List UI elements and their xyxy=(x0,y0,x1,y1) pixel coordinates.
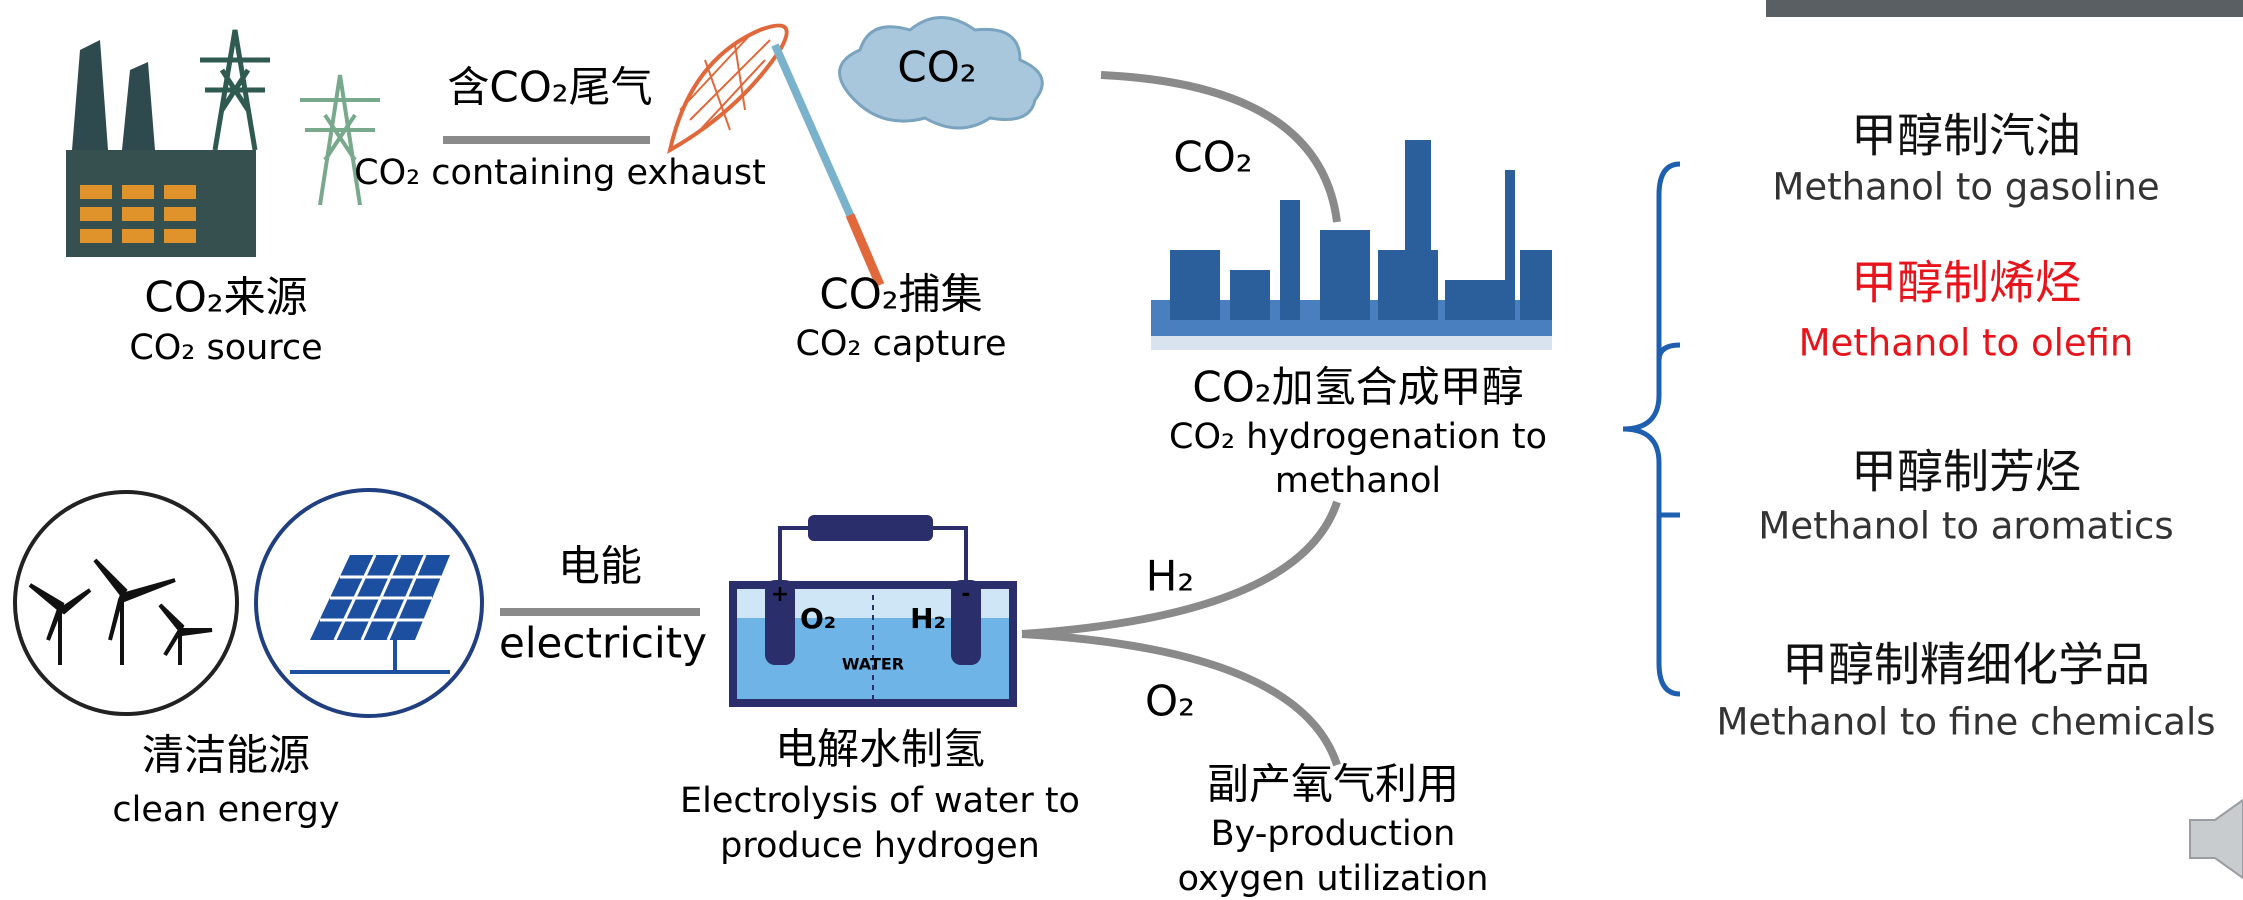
product-en: Methanol to fine chemicals xyxy=(1716,701,2215,744)
clean-energy-en: clean energy xyxy=(112,790,339,830)
exhaust-en: CO₂ containing exhaust xyxy=(354,153,766,193)
source-zh: CO₂来源 xyxy=(144,273,307,322)
clean-energy-zh: 清洁能源 xyxy=(142,731,310,780)
cloud-label: CO₂ xyxy=(897,43,976,92)
brace xyxy=(1623,164,1680,694)
solar-icon xyxy=(256,490,482,716)
diagram: CO₂来源 CO₂ source 含CO₂尾气 CO₂ containing e… xyxy=(0,0,2243,900)
h2-flow-label: H₂ xyxy=(1146,552,1194,601)
o2-flow-label: O₂ xyxy=(1145,677,1195,726)
product-zh: 甲醇制芳烃 xyxy=(1851,445,2081,499)
wind-icon xyxy=(15,492,237,714)
synthesis-zh: CO₂加氢合成甲醇 xyxy=(1192,363,1523,412)
electrolysis-en-2: produce hydrogen xyxy=(720,826,1040,866)
cell-h2: H₂ xyxy=(910,602,946,635)
electrolysis-icon: + - O₂ H₂ WATER xyxy=(733,515,1013,703)
electrolysis-zh: 电解水制氢 xyxy=(775,725,985,774)
electricity-en: electricity xyxy=(499,619,707,668)
factory-icon xyxy=(66,30,380,257)
product-en: Methanol to aromatics xyxy=(1758,505,2173,548)
source-en: CO₂ source xyxy=(129,328,322,368)
product-zh: 甲醇制精细化学品 xyxy=(1782,638,2150,692)
oxygen-en-2: oxygen utilization xyxy=(1178,859,1489,899)
speaker-icon xyxy=(2190,800,2243,878)
exhaust-zh: 含CO₂尾气 xyxy=(447,63,652,112)
cell-plus: + xyxy=(771,582,789,607)
product-en: Methanol to gasoline xyxy=(1772,166,2159,209)
electricity-zh: 电能 xyxy=(558,542,642,591)
cell-water: WATER xyxy=(842,655,904,674)
oxygen-zh: 副产氧气利用 xyxy=(1207,760,1459,809)
page: CO₂来源 CO₂ source 含CO₂尾气 CO₂ containing e… xyxy=(0,0,2243,900)
capture-zh: CO₂捕集 xyxy=(819,270,982,319)
synthesis-en-1: CO₂ hydrogenation to xyxy=(1169,417,1547,457)
cell-o2: O₂ xyxy=(800,602,836,635)
electrolysis-en-1: Electrolysis of water to xyxy=(680,781,1080,821)
product-zh: 甲醇制汽油 xyxy=(1851,109,2081,163)
co2-flow-label: CO₂ xyxy=(1173,133,1252,182)
product-en: Methanol to olefin xyxy=(1799,322,2134,365)
capture-en: CO₂ capture xyxy=(795,324,1006,364)
oxygen-en-1: By-production xyxy=(1211,814,1456,854)
partial-image xyxy=(1766,0,2243,17)
synthesis-en-2: methanol xyxy=(1275,461,1441,501)
cell-minus: - xyxy=(961,582,970,607)
product-zh: 甲醇制烯烃 xyxy=(1851,256,2081,310)
